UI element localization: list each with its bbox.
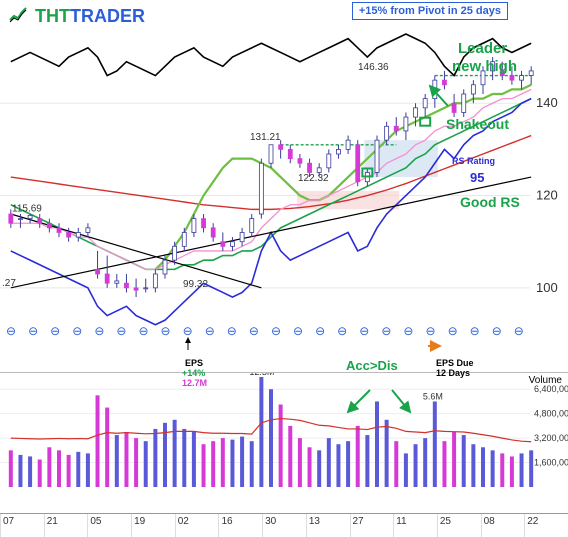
svg-text:131.21: 131.21 bbox=[250, 132, 281, 143]
volume-svg: 1,600,0003,200,0004,800,0006,400,00012.3… bbox=[0, 373, 568, 489]
annotation-text: 12.7M bbox=[182, 378, 207, 388]
volume-panel[interactable]: 1,600,0003,200,0004,800,0006,400,00012.3… bbox=[0, 372, 568, 512]
annotation-text: Acc>Dis bbox=[346, 358, 398, 373]
logo-text-1: THT bbox=[35, 6, 70, 26]
theta-marker: ⊖ bbox=[94, 324, 104, 338]
svg-text:99.32: 99.32 bbox=[183, 279, 208, 290]
svg-text:3,200,000: 3,200,000 bbox=[534, 433, 568, 443]
theta-marker: ⊖ bbox=[448, 324, 458, 338]
theta-marker: ⊖ bbox=[337, 324, 347, 338]
annotation-text: RS Rating bbox=[452, 156, 495, 166]
theta-marker: ⊖ bbox=[359, 324, 369, 338]
annotation-text: 95 bbox=[470, 170, 484, 185]
stock-chart-root: THTTRADER +15% from Pivot in 25 days 100… bbox=[0, 0, 568, 537]
svg-text:140: 140 bbox=[536, 95, 558, 110]
volume-title: Volume bbox=[529, 375, 562, 386]
svg-text:1,600,000: 1,600,000 bbox=[534, 458, 568, 468]
theta-marker: ⊖ bbox=[161, 324, 171, 338]
theta-marker: ⊖ bbox=[183, 324, 193, 338]
theta-marker: ⊖ bbox=[116, 324, 126, 338]
x-tick: 16 bbox=[218, 514, 262, 537]
theta-marker: ⊖ bbox=[205, 324, 215, 338]
annotation-text: Leader bbox=[458, 40, 507, 57]
x-tick: 11 bbox=[393, 514, 437, 537]
theta-marker: ⊖ bbox=[293, 324, 303, 338]
x-tick: 02 bbox=[175, 514, 219, 537]
annotation-text: new high bbox=[452, 58, 517, 75]
theta-marker: ⊖ bbox=[514, 324, 524, 338]
annotation-text: EPS Due bbox=[436, 358, 474, 368]
theta-row: ⊖ ⊖ ⊖ ⊖ ⊖ ⊖ ⊖ ⊖ ⊖ ⊖ ⊖ ⊖ ⊖ ⊖ ⊖ ⊖ ⊖ ⊖ ⊖ ⊖ ⊖ ⊖ ⊖ ⊖ bbox=[0, 324, 530, 338]
x-tick: 27 bbox=[350, 514, 394, 537]
annotation-text: Good RS bbox=[460, 194, 520, 210]
pivot-badge: +15% from Pivot in 25 days bbox=[352, 2, 508, 20]
theta-marker: ⊖ bbox=[138, 324, 148, 338]
svg-text:115.69: 115.69 bbox=[12, 203, 42, 214]
logo-text-2: TRADER bbox=[70, 6, 145, 26]
x-axis: 07210519021630132711250822 bbox=[0, 513, 568, 537]
svg-text:5.6M: 5.6M bbox=[423, 391, 443, 401]
annotation-text: EPS bbox=[185, 358, 203, 368]
theta-marker: ⊖ bbox=[6, 324, 16, 338]
theta-marker: ⊖ bbox=[227, 324, 237, 338]
theta-marker: ⊖ bbox=[271, 324, 281, 338]
x-tick: 21 bbox=[44, 514, 88, 537]
x-tick: 05 bbox=[87, 514, 131, 537]
svg-text:120: 120 bbox=[536, 188, 558, 203]
annotation-text: 12 Days bbox=[436, 368, 470, 378]
x-tick: 19 bbox=[131, 514, 175, 537]
x-tick: 22 bbox=[524, 514, 568, 537]
theta-marker: ⊖ bbox=[315, 324, 325, 338]
theta-marker: ⊖ bbox=[249, 324, 259, 338]
theta-marker: ⊖ bbox=[50, 324, 60, 338]
svg-text:12.3M: 12.3M bbox=[249, 373, 274, 377]
svg-text:.27: .27 bbox=[2, 278, 16, 289]
x-tick: 30 bbox=[262, 514, 306, 537]
svg-text:146.36: 146.36 bbox=[358, 62, 389, 73]
theta-marker: ⊖ bbox=[72, 324, 82, 338]
theta-marker: ⊖ bbox=[28, 324, 38, 338]
annotation-text: +14% bbox=[182, 368, 205, 378]
theta-marker: ⊖ bbox=[381, 324, 391, 338]
annotation-text: Shakeout bbox=[446, 116, 509, 132]
x-tick: 07 bbox=[0, 514, 44, 537]
x-tick: 08 bbox=[481, 514, 525, 537]
theta-marker: ⊖ bbox=[470, 324, 480, 338]
theta-marker: ⊖ bbox=[425, 324, 435, 338]
theta-marker: ⊖ bbox=[492, 324, 502, 338]
x-tick: 25 bbox=[437, 514, 481, 537]
svg-text:100: 100 bbox=[536, 280, 558, 295]
theta-marker: ⊖ bbox=[403, 324, 413, 338]
svg-text:4,800,000: 4,800,000 bbox=[534, 409, 568, 419]
svg-text:122.32: 122.32 bbox=[298, 173, 329, 184]
x-tick: 13 bbox=[306, 514, 350, 537]
